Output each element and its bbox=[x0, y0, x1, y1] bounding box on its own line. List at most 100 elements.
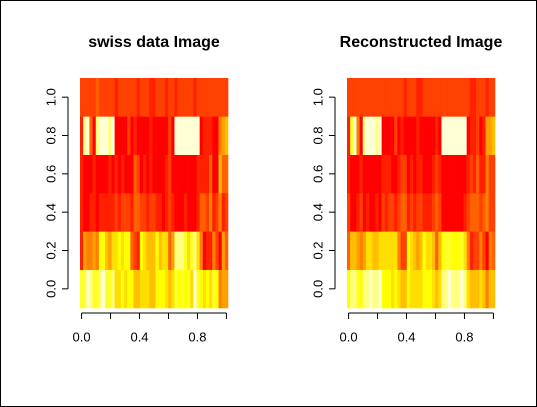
heat-cell bbox=[124, 269, 128, 309]
heat-cell bbox=[102, 231, 106, 270]
heat-cell bbox=[114, 231, 119, 270]
x-tick-label: 0.4 bbox=[397, 329, 415, 344]
heat-cell bbox=[171, 231, 175, 270]
heat-cell bbox=[92, 116, 97, 155]
heat-cell bbox=[177, 193, 182, 232]
heat-cell bbox=[183, 116, 188, 155]
heat-cell bbox=[199, 231, 204, 270]
heat-cell bbox=[142, 193, 147, 232]
heat-cell bbox=[365, 154, 370, 194]
heat-cell bbox=[127, 154, 131, 194]
heat-cell bbox=[403, 154, 408, 194]
heat-cell bbox=[161, 154, 166, 194]
heat-cell bbox=[406, 116, 411, 155]
heat-cell bbox=[158, 154, 163, 194]
heat-cell bbox=[130, 269, 134, 309]
heat-cell bbox=[356, 193, 360, 232]
heat-cell bbox=[457, 269, 461, 309]
heat-cell bbox=[391, 78, 395, 117]
heat-cell bbox=[152, 78, 156, 117]
heat-cell bbox=[378, 116, 382, 155]
heat-cell bbox=[416, 116, 420, 155]
heat-cell bbox=[381, 154, 386, 194]
heat-cell bbox=[224, 116, 229, 155]
heat-cell bbox=[438, 231, 442, 270]
heat-cell bbox=[441, 193, 445, 232]
y-tick-label: 0.2 bbox=[43, 241, 58, 259]
heat-cell bbox=[98, 116, 103, 155]
heat-cell bbox=[359, 116, 364, 155]
heat-cell bbox=[428, 231, 433, 270]
heat-cell bbox=[193, 269, 197, 309]
heat-cell bbox=[384, 78, 389, 117]
heat-cell bbox=[209, 154, 213, 194]
heat-cell bbox=[482, 193, 486, 232]
heat-cell bbox=[130, 154, 134, 194]
heat-cell bbox=[80, 269, 84, 309]
heat-cell bbox=[347, 116, 351, 155]
heat-cell bbox=[413, 269, 417, 309]
heat-cell bbox=[205, 154, 210, 194]
heat-cell bbox=[114, 78, 119, 117]
heat-cell bbox=[193, 154, 197, 194]
heat-cell bbox=[83, 269, 87, 309]
heat-cell bbox=[447, 269, 452, 309]
y-tick-label: 0.2 bbox=[310, 241, 325, 259]
heat-cell bbox=[168, 116, 172, 155]
heat-cell bbox=[432, 154, 436, 194]
heat-cell bbox=[86, 116, 90, 155]
heat-cell bbox=[83, 154, 87, 194]
heat-cell bbox=[369, 231, 373, 270]
heat-cell bbox=[224, 193, 229, 232]
heat-cell bbox=[108, 78, 112, 117]
heat-cell bbox=[171, 193, 175, 232]
heat-cell bbox=[80, 78, 84, 117]
heat-cell bbox=[196, 231, 200, 270]
heat-cell bbox=[155, 231, 160, 270]
heat-cell bbox=[89, 193, 93, 232]
heat-cell bbox=[177, 231, 182, 270]
heat-cell bbox=[127, 116, 131, 155]
heat-cell bbox=[350, 193, 354, 232]
heat-cell bbox=[438, 193, 442, 232]
heat-cell bbox=[168, 193, 172, 232]
heat-cell bbox=[177, 78, 182, 117]
heat-cell bbox=[362, 269, 367, 309]
y-tick-label: 0.8 bbox=[43, 126, 58, 144]
heat-cell bbox=[212, 78, 216, 117]
heat-cell bbox=[406, 154, 411, 194]
heat-cell bbox=[158, 231, 163, 270]
heat-cell bbox=[136, 269, 141, 309]
heat-cell bbox=[378, 154, 382, 194]
heat-cell bbox=[183, 78, 188, 117]
heat-cell bbox=[466, 193, 471, 232]
heat-cell bbox=[152, 116, 156, 155]
heat-cell bbox=[98, 269, 103, 309]
heat-cell bbox=[406, 193, 411, 232]
heat-cell bbox=[209, 269, 213, 309]
heat-cell bbox=[171, 154, 175, 194]
heat-cell bbox=[149, 193, 153, 232]
heat-cell bbox=[111, 231, 115, 270]
heat-cell bbox=[165, 231, 169, 270]
heat-cell bbox=[174, 269, 178, 309]
heat-cell bbox=[425, 269, 430, 309]
heat-cell bbox=[86, 193, 90, 232]
heat-cell bbox=[384, 269, 389, 309]
heat-cell bbox=[444, 78, 449, 117]
heat-cell bbox=[435, 193, 439, 232]
heat-cell bbox=[133, 116, 137, 155]
heat-cell bbox=[450, 269, 455, 309]
heat-cell bbox=[359, 269, 364, 309]
heat-cell bbox=[124, 231, 128, 270]
heat-cell bbox=[403, 193, 408, 232]
heat-cell bbox=[202, 116, 207, 155]
heat-cell bbox=[391, 154, 395, 194]
heat-cell bbox=[472, 231, 477, 270]
heat-cell bbox=[476, 116, 480, 155]
heat-cell bbox=[120, 116, 125, 155]
heat-cell bbox=[438, 269, 442, 309]
heat-cell bbox=[491, 116, 496, 155]
heat-cell bbox=[133, 231, 137, 270]
heat-cell bbox=[218, 193, 223, 232]
